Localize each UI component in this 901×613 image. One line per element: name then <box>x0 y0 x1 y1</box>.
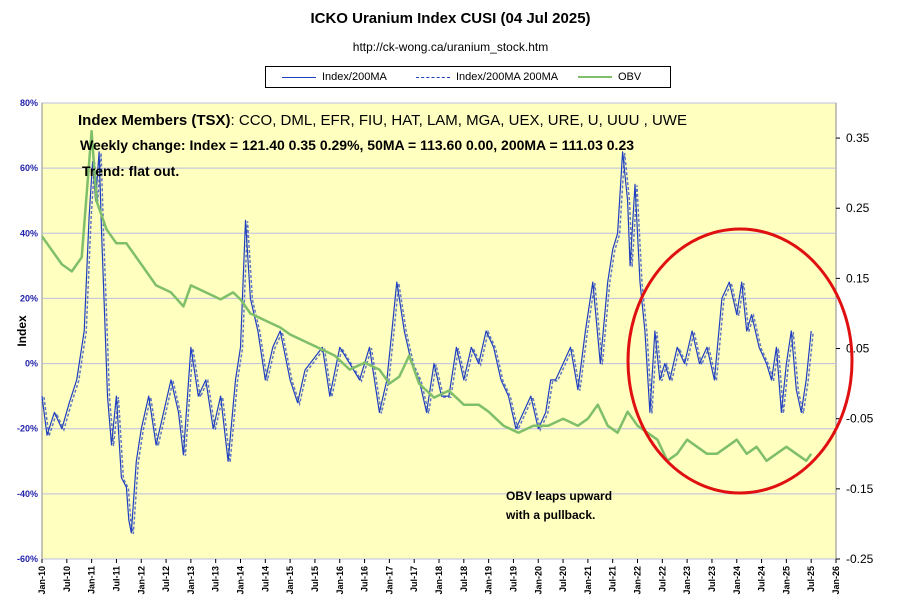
weekly-change-annotation: Weekly change: Index = 121.40 0.35 0.29%… <box>80 137 635 153</box>
x-tick-label: Jan-15 <box>285 566 295 595</box>
x-tick-label: Jul-18 <box>459 566 469 592</box>
x-tick-label: Jan-26 <box>831 566 841 595</box>
trend-annotation: Trend: flat out. <box>82 163 180 179</box>
x-tick-label: Jan-22 <box>633 566 643 595</box>
y-tick-label: 60% <box>20 163 38 173</box>
y2-tick-label: -0.25 <box>846 552 874 566</box>
legend-item-ma: Index/200MA 200MA <box>416 70 558 84</box>
x-tick-label: Jan-14 <box>236 566 246 595</box>
obv-note-line2: with a pullback. <box>506 508 596 522</box>
y-tick-label: 0% <box>25 359 38 369</box>
series-line-index <box>41 151 812 534</box>
x-tick-label: Jan-12 <box>136 566 146 595</box>
x-tick-label: Jul-15 <box>310 566 320 592</box>
x-tick-label: Jul-16 <box>360 566 370 592</box>
legend: Index/200MA Index/200MA 200MA OBV <box>265 66 671 88</box>
y-tick-label: -60% <box>17 554 38 564</box>
y-tick-label: -40% <box>17 489 38 499</box>
legend-swatch-index <box>282 76 316 78</box>
x-tick-label: Jul-17 <box>409 566 419 592</box>
y-axis-label: Index <box>15 315 29 347</box>
x-tick-label: Jul-20 <box>558 566 568 592</box>
x-tick-label: Jan-23 <box>682 566 692 595</box>
x-tick-label: Jul-21 <box>608 566 618 592</box>
y2-tick-label: 0.35 <box>846 131 870 145</box>
legend-label-obv: OBV <box>618 71 642 83</box>
x-tick-label: Jan-13 <box>186 566 196 595</box>
series-line-obv <box>40 129 813 463</box>
y-tick-label: 20% <box>20 293 38 303</box>
x-tick-label: Jan-25 <box>781 566 791 595</box>
obv-note-line1: OBV leaps upward <box>506 489 613 503</box>
legend-swatch-ma <box>416 76 450 78</box>
y2-tick-label: 0.15 <box>846 271 870 285</box>
x-tick-label: Jul-23 <box>707 566 717 592</box>
series-line-index-200ma <box>43 152 814 535</box>
y-tick-label: 80% <box>20 98 38 108</box>
legend-label-index: Index/200MA <box>322 71 387 83</box>
chart-title: ICKO Uranium Index CUSI (04 Jul 2025) <box>310 10 591 27</box>
x-tick-label: Jan-24 <box>732 566 742 595</box>
x-tick-label: Jul-19 <box>508 566 518 592</box>
y2-tick-label: -0.05 <box>846 412 874 426</box>
x-tick-label: Jan-17 <box>384 566 394 595</box>
legend-item-obv: OBV <box>578 70 641 84</box>
y-tick-label: -20% <box>17 424 38 434</box>
x-tick-label: Jan-10 <box>37 566 47 595</box>
y-tick-label: 40% <box>20 228 38 238</box>
x-tick-label: Jan-11 <box>87 566 97 594</box>
y2-tick-label: -0.15 <box>846 482 874 496</box>
x-tick-label: Jul-22 <box>657 566 667 592</box>
x-tick-label: Jan-21 <box>583 566 593 595</box>
x-tick-label: Jan-19 <box>484 566 494 595</box>
highlight-circle <box>626 227 854 495</box>
x-tick-label: Jan-20 <box>533 566 543 595</box>
x-tick-label: Jan-18 <box>434 566 444 595</box>
y2-tick-label: 0.25 <box>846 201 870 215</box>
x-tick-label: Jul-10 <box>62 566 72 592</box>
x-tick-label: Jul-12 <box>161 566 171 592</box>
members-label: Index Members (TSX) <box>78 112 231 129</box>
x-tick-label: Jul-24 <box>757 566 767 592</box>
legend-item-index: Index/200MA <box>282 70 387 84</box>
members-list: : CCO, DML, EFR, FIU, HAT, LAM, MGA, UEX… <box>230 112 687 129</box>
chart-subtitle: http://ck-wong.ca/uranium_stock.htm <box>352 40 549 54</box>
x-tick-label: Jul-11 <box>111 566 121 592</box>
legend-swatch-obv <box>578 76 612 79</box>
members-annotation: Index Members (TSX): CCO, DML, EFR, FIU,… <box>78 112 687 129</box>
x-tick-label: Jul-25 <box>806 566 816 592</box>
plot-area <box>41 102 837 560</box>
x-tick-label: Jan-16 <box>335 566 345 595</box>
x-tick-label: Jul-13 <box>211 566 221 592</box>
legend-label-ma: Index/200MA 200MA <box>456 71 559 83</box>
x-tick-label: Jul-14 <box>260 566 270 592</box>
